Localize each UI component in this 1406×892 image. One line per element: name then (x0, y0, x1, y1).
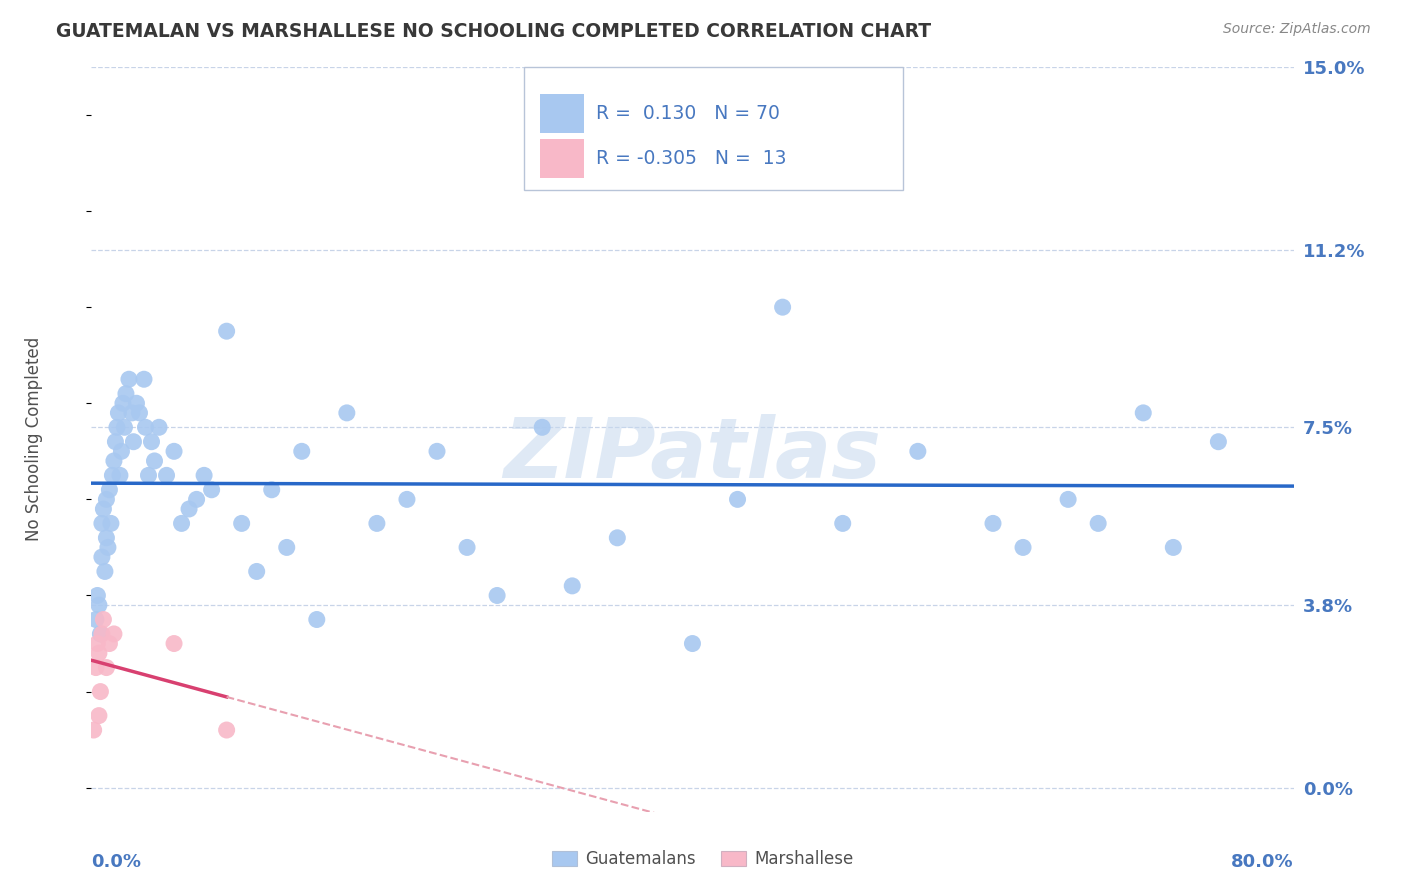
Point (96, 660, 118, 674)
Point (231, 516, 253, 531)
Point (163, 636, 186, 650)
Point (98, 483, 121, 497)
Point (561, 579, 583, 593)
Point (727, 492, 749, 507)
Point (128, 406, 150, 420)
Point (531, 420, 554, 434)
Point (90, 549, 112, 564)
Point (336, 406, 359, 420)
Point (291, 444, 314, 458)
Point (186, 492, 208, 507)
Point (1087, 516, 1109, 531)
Point (1057, 492, 1080, 507)
Point (84, 613, 107, 627)
Point (170, 516, 193, 531)
Point (96, 492, 118, 507)
Point (456, 541, 478, 555)
Point (177, 502, 200, 516)
Point (426, 444, 449, 458)
Point (90, 516, 112, 531)
Point (93, 502, 115, 516)
Point (134, 420, 156, 434)
Point (1012, 541, 1035, 555)
Point (96, 531, 118, 545)
Point (101, 468, 124, 483)
Point (193, 468, 215, 483)
Point (122, 434, 145, 449)
Text: R = -0.305   N =  13: R = -0.305 N = 13 (596, 149, 787, 168)
Point (606, 531, 628, 545)
Point (981, 516, 1004, 531)
Point (103, 627, 125, 641)
Point (84, 660, 107, 674)
Point (111, 396, 134, 410)
Text: Source: ZipAtlas.com: Source: ZipAtlas.com (1223, 22, 1371, 37)
Point (97, 541, 120, 555)
Point (155, 468, 177, 483)
Point (907, 444, 929, 458)
Point (486, 589, 509, 603)
Point (148, 420, 170, 434)
Point (395, 492, 418, 507)
Legend: Guatemalans, Marshallese: Guatemalans, Marshallese (546, 844, 860, 875)
Point (132, 372, 155, 386)
Point (276, 541, 298, 555)
Point (114, 420, 136, 434)
Point (87, 598, 110, 612)
Point (143, 454, 166, 468)
FancyBboxPatch shape (540, 95, 585, 133)
Point (138, 468, 160, 483)
Point (83, 723, 105, 737)
Text: ZIPatlas: ZIPatlas (503, 414, 882, 495)
Point (86, 636, 108, 650)
Point (107, 406, 129, 420)
Point (118, 372, 141, 386)
Point (93, 613, 115, 627)
Point (201, 483, 224, 497)
Point (87, 646, 110, 660)
Point (89, 627, 111, 641)
Point (104, 434, 127, 449)
Point (86, 589, 108, 603)
Point (89, 684, 111, 698)
Point (100, 516, 122, 531)
Point (110, 444, 132, 458)
Point (90, 627, 112, 641)
Point (125, 396, 148, 410)
Point (87, 708, 110, 723)
Point (215, 723, 238, 737)
Text: No Schooling Completed: No Schooling Completed (25, 337, 42, 541)
Point (366, 516, 388, 531)
Point (108, 468, 131, 483)
Point (94, 565, 117, 579)
Text: 80.0%: 80.0% (1230, 853, 1294, 871)
Text: GUATEMALAN VS MARSHALLESE NO SCHOOLING COMPLETED CORRELATION CHART: GUATEMALAN VS MARSHALLESE NO SCHOOLING C… (56, 22, 931, 41)
Point (260, 483, 283, 497)
Point (1161, 541, 1184, 555)
Point (305, 613, 328, 627)
Point (121, 406, 143, 420)
FancyBboxPatch shape (524, 67, 903, 190)
Text: 0.0%: 0.0% (91, 853, 142, 871)
Point (163, 444, 186, 458)
Point (115, 386, 138, 401)
Text: R =  0.130   N = 70: R = 0.130 N = 70 (596, 104, 780, 123)
Point (105, 420, 128, 434)
Point (246, 565, 269, 579)
Point (98, 636, 121, 650)
Point (1208, 434, 1230, 449)
Point (215, 324, 238, 338)
Point (831, 516, 853, 531)
Point (772, 300, 794, 314)
Point (103, 454, 125, 468)
Point (681, 636, 703, 650)
Point (636, 156, 658, 170)
Point (141, 434, 163, 449)
Point (1132, 406, 1154, 420)
FancyBboxPatch shape (540, 139, 585, 178)
